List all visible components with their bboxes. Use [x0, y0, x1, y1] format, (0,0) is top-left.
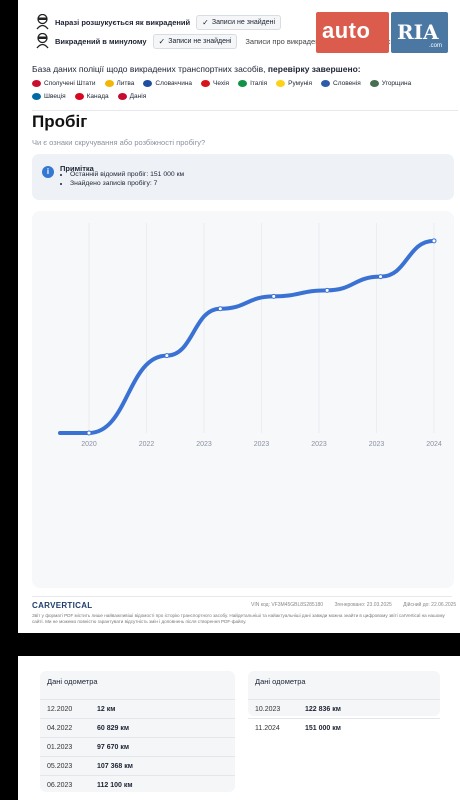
odometer-value: 122 836 км: [305, 706, 341, 713]
country-flag-item: Словаччина: [143, 80, 192, 87]
odometer-date: 04.2022: [47, 725, 73, 732]
odometer-row: 10.2023 122 836 км: [248, 699, 440, 719]
flag-icon: [201, 80, 211, 87]
odometer-date: 12.2020: [47, 706, 73, 713]
mileage-chart-svg: 2020 2022 2023 2023 2023 2023 2024: [58, 223, 442, 448]
mileage-point[interactable]: [217, 306, 223, 312]
odometer-title: Дані одометра: [255, 677, 306, 686]
country-flag-item: Литва: [104, 80, 134, 87]
odometer-date: 11.2024: [255, 725, 280, 732]
odometer-row: 06.2023 112 100 км: [40, 775, 235, 795]
country-flag-item: Словенія: [321, 80, 361, 87]
mileage-point[interactable]: [324, 287, 330, 293]
country-flag-item: Швеція: [32, 93, 66, 100]
odometer-row: 01.2023 97 670 км: [40, 737, 235, 757]
x-tick-label: 2024: [426, 441, 442, 448]
flag-icon: [321, 80, 331, 87]
country-flag-item: Італія: [238, 80, 267, 87]
thief-icon: [36, 14, 49, 30]
country-flag-item: Румунія: [276, 80, 312, 87]
report-page-1: Наразі розшукується як викрадений ✓ Запис…: [18, 0, 460, 633]
check-icon: ✓: [158, 36, 166, 46]
odometer-date: 06.2023: [47, 782, 73, 789]
country-flag-item: Угорщина: [369, 80, 411, 87]
odometer-date: 10.2023: [255, 706, 281, 713]
x-tick-label: 2022: [139, 441, 155, 448]
odometer-table-right: Дані одометра 10.2023 122 836 км 11.2024 15…: [248, 671, 440, 732]
database-title: База даних поліції щодо викрадених транс…: [32, 64, 361, 74]
flag-icon: [32, 93, 41, 100]
auto-ria-logo-ria[interactable]: RIA .com: [391, 12, 448, 53]
mileage-card: [32, 110, 458, 636]
note-item: Останній відомий пробіг: 151 000 км: [70, 170, 184, 179]
country-flag-item: Чехія: [201, 80, 229, 87]
vin-code: VIN код: VF3M45GBL8S285180: [251, 602, 324, 608]
generated-date: Згенеровано: 23.03.2025: [334, 602, 392, 608]
flag-icon: [238, 80, 248, 87]
mileage-title: Пробіг: [32, 112, 88, 131]
report-page-2: Дані одометра 12.2020 12 км 04.2022 60 829 …: [18, 656, 460, 800]
odometer-title: Дані одометра: [47, 677, 98, 686]
odometer-table-left: Дані одометра 12.2020 12 км 04.2022 60 829 …: [40, 671, 235, 792]
info-icon: i: [42, 166, 54, 178]
x-tick-label: 2023: [369, 441, 385, 448]
flag-icon: [143, 80, 153, 87]
mileage-point[interactable]: [86, 430, 92, 436]
x-tick-label: 2023: [311, 441, 327, 448]
odometer-value: 12 км: [97, 706, 116, 713]
odometer-value: 97 670 км: [97, 744, 130, 751]
note-list: Останній відомий пробіг: 151 000 км Знай…: [60, 170, 184, 188]
x-tick-label: 2023: [196, 441, 212, 448]
mileage-chart: 2020 2022 2023 2023 2023 2023 2024: [32, 211, 454, 588]
odometer-value: 60 829 км: [97, 725, 130, 732]
mileage-point[interactable]: [271, 293, 277, 299]
mileage-subtitle: Чи є ознаки скручування або розбіжності …: [32, 138, 206, 147]
country-flag-item: Сполучені Штати: [32, 80, 96, 87]
mileage-point[interactable]: [431, 238, 437, 244]
country-flag-item: Канада: [74, 93, 109, 100]
flag-icon: [74, 93, 84, 100]
check-icon: ✓: [202, 17, 209, 27]
odometer-value: 151 000 км: [305, 725, 341, 732]
stolen-current-row: Наразі розшукується як викрадений ✓ Запис…: [36, 14, 282, 30]
odometer-date: 05.2023: [47, 763, 73, 770]
stolen-past-status: ✓ Записи не знайдені: [152, 33, 238, 49]
stolen-current-label: Наразі розшукується як викрадений: [55, 17, 191, 27]
note-box: i Примітка Останній відомий пробіг: 151 …: [32, 154, 454, 200]
mileage-point[interactable]: [164, 353, 170, 359]
stolen-past-label: Викрадений в минулому: [55, 36, 147, 46]
flag-icon: [117, 93, 127, 100]
stolen-current-status: ✓ Записи не знайдені: [196, 14, 282, 30]
odometer-date: 01.2023: [47, 744, 73, 751]
note-title: Примітка: [60, 164, 94, 173]
x-tick-label: 2020: [81, 441, 97, 448]
x-tick-label: 2023: [254, 441, 270, 448]
mileage-point[interactable]: [378, 274, 384, 280]
country-list: Сполучені Штати Литва Словаччина Чехія Італі…: [32, 80, 452, 106]
auto-ria-logo-auto[interactable]: auto: [316, 12, 389, 53]
odometer-value: 112 100 км: [97, 782, 133, 789]
country-flag-item: Данія: [117, 93, 146, 100]
valid-until: Дійсний до: 22.06.2025: [403, 602, 457, 608]
thief-icon: [36, 33, 49, 49]
footer-disclaimer: Звіт у форматі PDF містить лише найважли…: [32, 613, 445, 624]
carvertical-logo: CARVERTICAL: [32, 601, 93, 610]
odometer-row: 04.2022 60 829 км: [40, 718, 235, 738]
flag-icon: [369, 80, 379, 87]
odometer-row: 12.2020 12 км: [40, 699, 235, 719]
mileage-line: [58, 238, 436, 435]
report-footer: CARVERTICAL VIN код: VF3M45GBL8S285180 З…: [32, 596, 456, 625]
odometer-value: 107 368 км: [97, 763, 133, 770]
odometer-row: 11.2024 151 000 км: [248, 718, 440, 738]
odometer-row: 05.2023 107 368 км: [40, 756, 235, 776]
footer-meta: VIN код: VF3M45GBL8S285180 Згенеровано: …: [251, 602, 460, 608]
flag-icon: [32, 80, 41, 87]
note-item: Знайдено записів пробігу: 7: [70, 179, 184, 188]
flag-icon: [104, 80, 114, 87]
flag-icon: [276, 80, 286, 87]
